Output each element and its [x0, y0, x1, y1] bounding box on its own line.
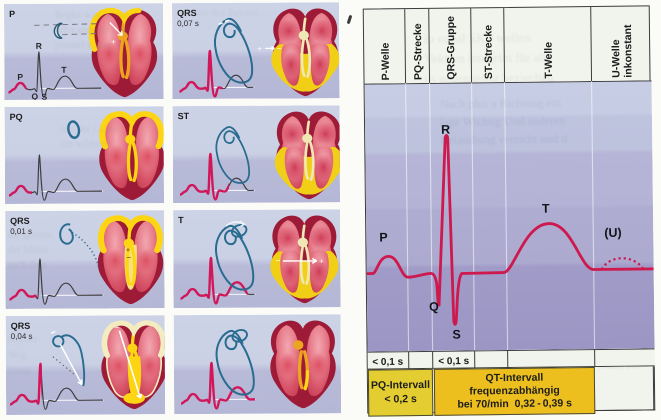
svg-text:PQ: PQ: [9, 112, 22, 122]
svg-text:−: −: [275, 256, 280, 265]
svg-text:U-Welle: U-Welle: [610, 39, 622, 78]
svg-text:P: P: [379, 230, 388, 244]
svg-text:QRS: QRS: [10, 216, 30, 226]
svg-text:Q: Q: [429, 299, 439, 313]
svg-text:T: T: [177, 215, 183, 225]
svg-text:PQ-Strecke: PQ-Strecke: [412, 23, 425, 80]
svg-text:P: P: [17, 72, 23, 82]
svg-text:−: −: [114, 323, 119, 332]
svg-text:0,04 s: 0,04 s: [10, 332, 32, 341]
svg-text:+: +: [110, 38, 115, 47]
svg-text:(U): (U): [604, 225, 622, 239]
svg-text:T-Welle: T-Welle: [543, 41, 555, 78]
svg-text:−: −: [126, 253, 131, 262]
svg-text:QRS: QRS: [10, 321, 30, 331]
svg-text:< 0,1 s: < 0,1 s: [372, 356, 403, 367]
svg-text:S: S: [452, 327, 461, 341]
svg-text:R: R: [35, 41, 41, 51]
svg-text:R: R: [441, 122, 450, 136]
svg-text:ST-Strecke: ST-Strecke: [482, 24, 495, 79]
svg-text:+: +: [318, 257, 323, 266]
svg-text:P-Welle: P-Welle: [380, 42, 392, 80]
svg-text:Q: Q: [31, 92, 38, 101]
svg-text:P: P: [9, 9, 15, 19]
svg-text:0,01 s: 0,01 s: [10, 227, 32, 236]
svg-text:S: S: [41, 92, 47, 100]
svg-text:−: −: [276, 45, 281, 54]
svg-text:QRS-Gruppe: QRS-Gruppe: [445, 15, 458, 79]
svg-text:ST: ST: [177, 111, 189, 121]
svg-text:T: T: [542, 201, 550, 215]
svg-text:+: +: [125, 246, 130, 255]
svg-text:+: +: [256, 45, 261, 54]
svg-text:0,07 s: 0,07 s: [176, 19, 198, 28]
svg-text:< 0,1 s: < 0,1 s: [438, 355, 469, 366]
svg-text:inkonstant: inkonstant: [622, 23, 635, 77]
svg-text:T: T: [61, 65, 67, 75]
svg-text:QRS: QRS: [176, 8, 196, 18]
